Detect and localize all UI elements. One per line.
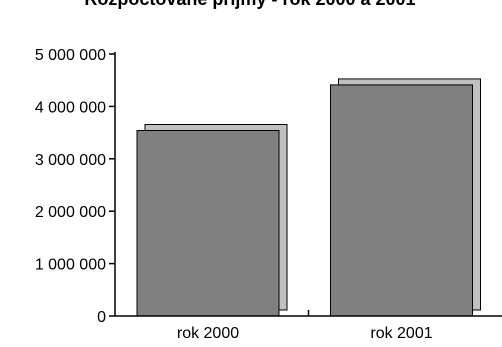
x-tick-label: rok 2000 xyxy=(177,325,239,342)
bar-rok-2001 xyxy=(330,84,473,317)
chart-title: Rozpočtované příjmy - rok 2000 a 2001 xyxy=(84,0,415,9)
y-tick-label: 2 000 000 xyxy=(35,204,106,221)
x-tick-label: rok 2001 xyxy=(370,325,432,342)
bars xyxy=(136,84,473,317)
y-tick-label: 3 000 000 xyxy=(35,152,106,169)
x-axis: rok 2000 rok 2001 xyxy=(115,310,502,342)
y-tick-label: 1 000 000 xyxy=(35,257,106,274)
y-tick-label: 5 000 000 xyxy=(35,47,106,64)
bar-rok-2000 xyxy=(136,130,280,317)
y-tick-label: 0 xyxy=(97,309,106,326)
y-axis: 0 1 000 000 2 000 000 3 000 000 4 000 000 5 0… xyxy=(35,47,116,326)
y-tick-label: 4 000 000 xyxy=(35,99,106,116)
